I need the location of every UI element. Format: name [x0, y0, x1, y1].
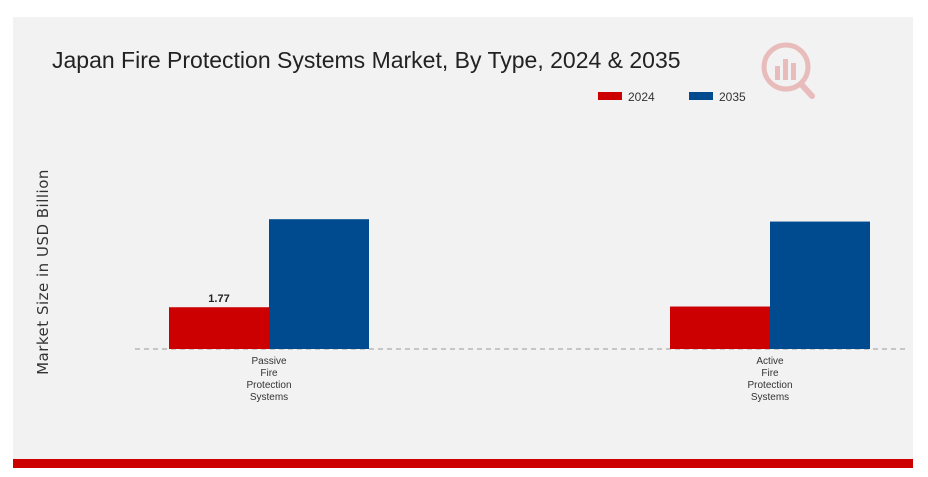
bar-2024-passive	[169, 307, 269, 349]
legend-label-2035: 2035	[719, 90, 746, 104]
legend-swatch-2035	[689, 92, 713, 100]
data-labels: 1.77	[208, 293, 229, 305]
legend-swatch-2024	[598, 92, 622, 100]
x-tick-label-passive-line4: Systems	[250, 392, 288, 403]
bottom-accent-bar	[13, 459, 913, 468]
x-tick-label-active-line2: Fire	[761, 368, 779, 379]
legend-label-2024: 2024	[628, 90, 655, 104]
x-tick-label-active-line4: Systems	[751, 392, 789, 403]
x-tick-labels: PassiveFireProtectionSystemsActiveFirePr…	[246, 356, 792, 403]
y-axis-title: Market Size in USD Billion	[34, 169, 52, 375]
x-tick-label-passive-line2: Fire	[260, 368, 278, 379]
mrfr-logo-icon	[761, 42, 815, 99]
legend: 2024 2035	[598, 90, 746, 104]
x-tick-label-active-line3: Protection	[747, 380, 792, 391]
bar-2024-active	[670, 306, 770, 349]
x-tick-label-active-line1: Active	[756, 356, 784, 367]
bars	[169, 219, 870, 349]
x-tick-label-passive-line1: Passive	[251, 356, 286, 367]
bar-2035-active	[770, 221, 870, 349]
chart-title: Japan Fire Protection Systems Market, By…	[52, 47, 681, 73]
bar-2035-passive	[269, 219, 369, 349]
data-label-2024: 1.77	[208, 293, 229, 305]
x-tick-label-passive-line3: Protection	[246, 380, 291, 391]
chart-card	[13, 17, 913, 459]
